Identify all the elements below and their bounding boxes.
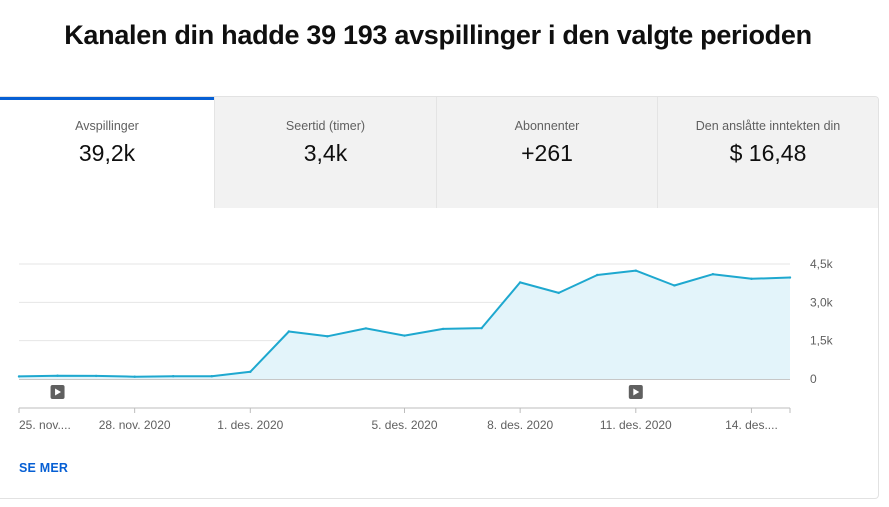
data-point: [480, 326, 483, 330]
metric-tabs: Avspillinger 39,2k Seertid (timer) 3,4k …: [0, 97, 878, 208]
tab-views-label: Avspillinger: [75, 119, 139, 133]
tab-watch-time-value: 3,4k: [303, 140, 348, 166]
tab-revenue-value: $ 16,48: [729, 140, 807, 166]
data-point: [518, 281, 522, 284]
data-point: [557, 291, 560, 295]
data-point: [210, 374, 213, 378]
analytics-card: Avspillinger 39,2k Seertid (timer) 3,4k …: [0, 96, 879, 499]
tab-subscribers-value: +261: [521, 140, 573, 166]
y-tick-label: 4,5k: [810, 257, 834, 271]
tab-watch-time-label: Seertid (timer): [285, 119, 366, 133]
tab-subscribers-label: Abonnenter: [514, 119, 580, 133]
data-point: [326, 335, 329, 338]
x-tick-label: 5. des. 2020: [371, 418, 437, 432]
data-point: [364, 327, 368, 330]
play-icon: [633, 388, 640, 396]
x-tick-label: 11. des. 2020: [600, 418, 672, 432]
data-point: [249, 370, 252, 374]
tab-revenue-label: Den anslåtte inntekten din: [695, 119, 841, 133]
tab-subscribers[interactable]: Abonnenter +261: [437, 97, 658, 208]
data-point: [596, 273, 599, 277]
data-point: [750, 277, 753, 281]
data-point: [17, 375, 21, 378]
tab-watch-time[interactable]: Seertid (timer) 3,4k: [215, 97, 437, 208]
data-point: [133, 375, 136, 378]
data-point: [94, 374, 98, 378]
data-point: [788, 276, 792, 279]
y-tick-label: 3,0k: [810, 295, 834, 309]
data-point: [634, 269, 637, 272]
play-icon: [55, 388, 62, 396]
x-tick-label: 14. des....: [725, 418, 778, 432]
x-tick-label: 1. des. 2020: [217, 418, 283, 432]
page-title: Kanalen din hadde 39 193 avspillinger i …: [64, 20, 812, 50]
tab-views-value: 39,2k: [78, 140, 136, 166]
series-area: [19, 270, 790, 379]
tab-views[interactable]: Avspillinger 39,2k: [0, 97, 215, 208]
data-point: [172, 374, 175, 378]
x-tick-label: 25. nov....: [19, 418, 71, 432]
data-point: [711, 273, 715, 276]
data-point: [403, 334, 406, 337]
data-point: [441, 327, 445, 331]
data-point: [56, 374, 59, 377]
see-more-link[interactable]: SE MER: [19, 461, 69, 475]
data-point: [673, 284, 676, 287]
data-point: [287, 330, 291, 333]
y-tick-label: 1,5k: [810, 334, 834, 348]
x-tick-label: 8. des. 2020: [487, 418, 553, 432]
x-tick-label: 28. nov. 2020: [99, 418, 171, 432]
views-chart: 0 1,5k 3,0k 4,5k 25. nov.... 28. nov. 2020 1. …: [17, 257, 834, 432]
y-tick-label: 0: [810, 372, 817, 386]
tab-revenue[interactable]: Den anslåtte inntekten din $ 16,48: [658, 97, 878, 208]
